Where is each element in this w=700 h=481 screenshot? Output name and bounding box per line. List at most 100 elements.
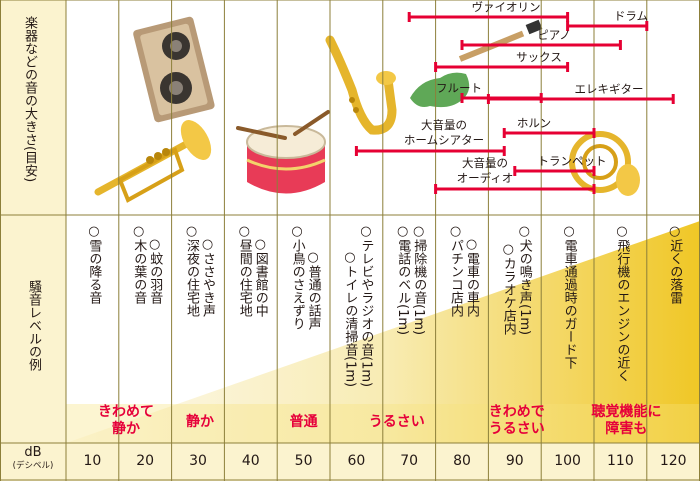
instrument-label: ヴァイオリン bbox=[446, 0, 566, 15]
horn-illustration bbox=[569, 131, 640, 196]
db-value: 110 bbox=[607, 453, 634, 469]
instrument-range bbox=[354, 146, 506, 156]
instrument-label: ドラム bbox=[571, 9, 691, 24]
instrument-label-line: オーディオ bbox=[456, 171, 514, 185]
noise-example-column: ○小鳥のさえずり○普通の話声 bbox=[288, 224, 321, 396]
trumpet-illustration bbox=[94, 120, 212, 203]
instrument-label-line: トランペット bbox=[537, 154, 607, 168]
drum-illustration bbox=[236, 110, 330, 194]
db-value: 70 bbox=[400, 453, 419, 469]
db-value: 10 bbox=[83, 453, 102, 469]
noise-example-text: ○普通の話声 bbox=[305, 250, 321, 330]
loudness-category-line: 聴覚機能に bbox=[591, 404, 662, 420]
db-value: 60 bbox=[347, 453, 366, 469]
instrument-label: 大音量の ホームシアター bbox=[384, 118, 504, 148]
noise-example-text: ○深夜の住宅地 bbox=[184, 224, 199, 317]
db-value: 20 bbox=[136, 453, 155, 469]
noise-example-text: ○図書館の中 bbox=[252, 237, 268, 317]
instrument-label: トランペット bbox=[512, 154, 632, 169]
loudness-category-line: 静か bbox=[186, 414, 214, 430]
db-unit-label: dB (デシベル) bbox=[0, 445, 66, 472]
db-value: 40 bbox=[241, 453, 260, 469]
instrument-label: エレキギター bbox=[549, 82, 669, 97]
loudness-category: うるさい bbox=[337, 414, 457, 431]
db-unit-sub: (デシベル) bbox=[12, 461, 54, 471]
noise-example-text: ○蚊の羽音 bbox=[147, 237, 163, 304]
db-value: 120 bbox=[659, 453, 687, 469]
noise-example-text: ○電話のベル(1m) bbox=[395, 224, 411, 336]
instrument-label-line: 大音量の bbox=[462, 156, 508, 170]
instrument-label: 大音量の オーディオ bbox=[425, 156, 545, 186]
noise-example-column: ○木の葉の音○蚊の羽音 bbox=[129, 224, 163, 396]
instrument-range bbox=[513, 166, 596, 176]
loudness-category-line: 普通 bbox=[289, 414, 318, 430]
noise-example-text: ○昼間の住宅地 bbox=[236, 224, 252, 317]
loudness-category: 静か bbox=[140, 414, 260, 431]
noise-example-column: ○カラオケ店内○犬の鳴き声(1m) bbox=[499, 224, 532, 396]
db-value: 30 bbox=[189, 453, 207, 469]
instrument-label-line: ホームシアター bbox=[403, 133, 485, 147]
db-row-bg bbox=[0, 443, 700, 481]
loudness-category-line: 静か bbox=[112, 421, 140, 437]
noise-example-text: ○近くの落雷 bbox=[667, 224, 683, 304]
instrument-range-bars bbox=[354, 12, 675, 194]
noise-example-column: ○電話のベル(1m)○掃除機の音(1m) bbox=[393, 224, 427, 396]
instrument-label-line: サックス bbox=[516, 50, 562, 64]
noise-example-text: ○ささやき声 bbox=[200, 237, 215, 317]
instrument-range bbox=[460, 40, 622, 50]
noise-example-column: ○近くの落雷 bbox=[665, 224, 683, 396]
instrument-label-line: エレキギター bbox=[574, 82, 644, 96]
noise-example-text: ○掃除機の音(1m) bbox=[411, 224, 427, 336]
db-value: 50 bbox=[294, 453, 313, 469]
loudness-category: きわめで うるさい bbox=[457, 404, 577, 438]
instrument-label-line: ドラム bbox=[613, 9, 649, 23]
loudness-category-line: きわめて bbox=[98, 404, 154, 420]
noise-example-column: ○雪の降る音 bbox=[84, 224, 102, 396]
instrument-label: フルート bbox=[399, 81, 519, 96]
instrument-label: ピアノ bbox=[494, 28, 614, 43]
loudness-category-line: うるさい bbox=[488, 421, 545, 437]
label-column-bg bbox=[0, 0, 66, 443]
noise-example-text: ○電車の車内 bbox=[464, 237, 479, 317]
instrument-label: ホルン bbox=[474, 116, 594, 131]
noise-example-column: ○トイレの清掃音(1m)○テレビやラジオの音(1m) bbox=[340, 224, 374, 396]
db-value: 100 bbox=[554, 453, 581, 469]
instrument-row-label: 楽器などの音の大きさ(目安) bbox=[22, 16, 37, 183]
db-value: 90 bbox=[505, 453, 524, 469]
instrument-label-line: フルート bbox=[436, 81, 482, 95]
instrument-label: サックス bbox=[479, 50, 599, 65]
noise-example-text: ○電車通過時のガード下 bbox=[561, 224, 577, 369]
instrument-range bbox=[407, 12, 570, 22]
loudness-category-line: 障害も bbox=[605, 421, 648, 437]
loudness-category-line: うるさい bbox=[368, 414, 425, 430]
loudness-category: きわめて 静か bbox=[66, 404, 186, 438]
noise-example-column: ○電車通過時のガード下 bbox=[560, 224, 577, 396]
speaker-illustration bbox=[133, 16, 215, 123]
noise-example-text: ○カラオケ店内 bbox=[500, 242, 516, 336]
noise-example-text: ○小鳥のさえずり bbox=[289, 224, 305, 330]
noise-example-text: ○犬の鳴き声(1m) bbox=[516, 224, 532, 336]
instrument-label-line: ピアノ bbox=[537, 28, 571, 42]
instrument-label-line: ヴァイオリン bbox=[471, 0, 541, 14]
db-unit-main: dB bbox=[24, 445, 42, 460]
noise-example-text: ○飛行機のエンジンの近く bbox=[614, 224, 630, 382]
noise-example-column: ○パチンコ店内○電車の車内 bbox=[446, 224, 479, 396]
noise-example-column: ○深夜の住宅地○ささやき声 bbox=[182, 224, 215, 396]
noise-example-text: ○雪の降る音 bbox=[86, 224, 102, 304]
loudness-category-line: きわめで bbox=[488, 404, 545, 420]
noise-example-column: ○飛行機のエンジンの近く bbox=[612, 224, 630, 396]
noise-example-text: ○木の葉の音 bbox=[131, 224, 147, 304]
instrument-label-line: ホルン bbox=[516, 116, 552, 130]
instrument-range bbox=[434, 184, 596, 194]
loudness-category: 普通 bbox=[244, 414, 364, 431]
loudness-category: 聴覚機能に 障害も bbox=[566, 404, 686, 438]
noise-example-text: ○テレビやラジオの音(1m) bbox=[358, 224, 374, 388]
instrument-range bbox=[460, 93, 543, 103]
instrument-label-line: 大音量の bbox=[421, 118, 467, 132]
db-value: 80 bbox=[453, 453, 471, 469]
instrument-range bbox=[502, 128, 596, 138]
saxophone-illustration bbox=[325, 35, 397, 135]
instrument-range bbox=[434, 62, 570, 72]
